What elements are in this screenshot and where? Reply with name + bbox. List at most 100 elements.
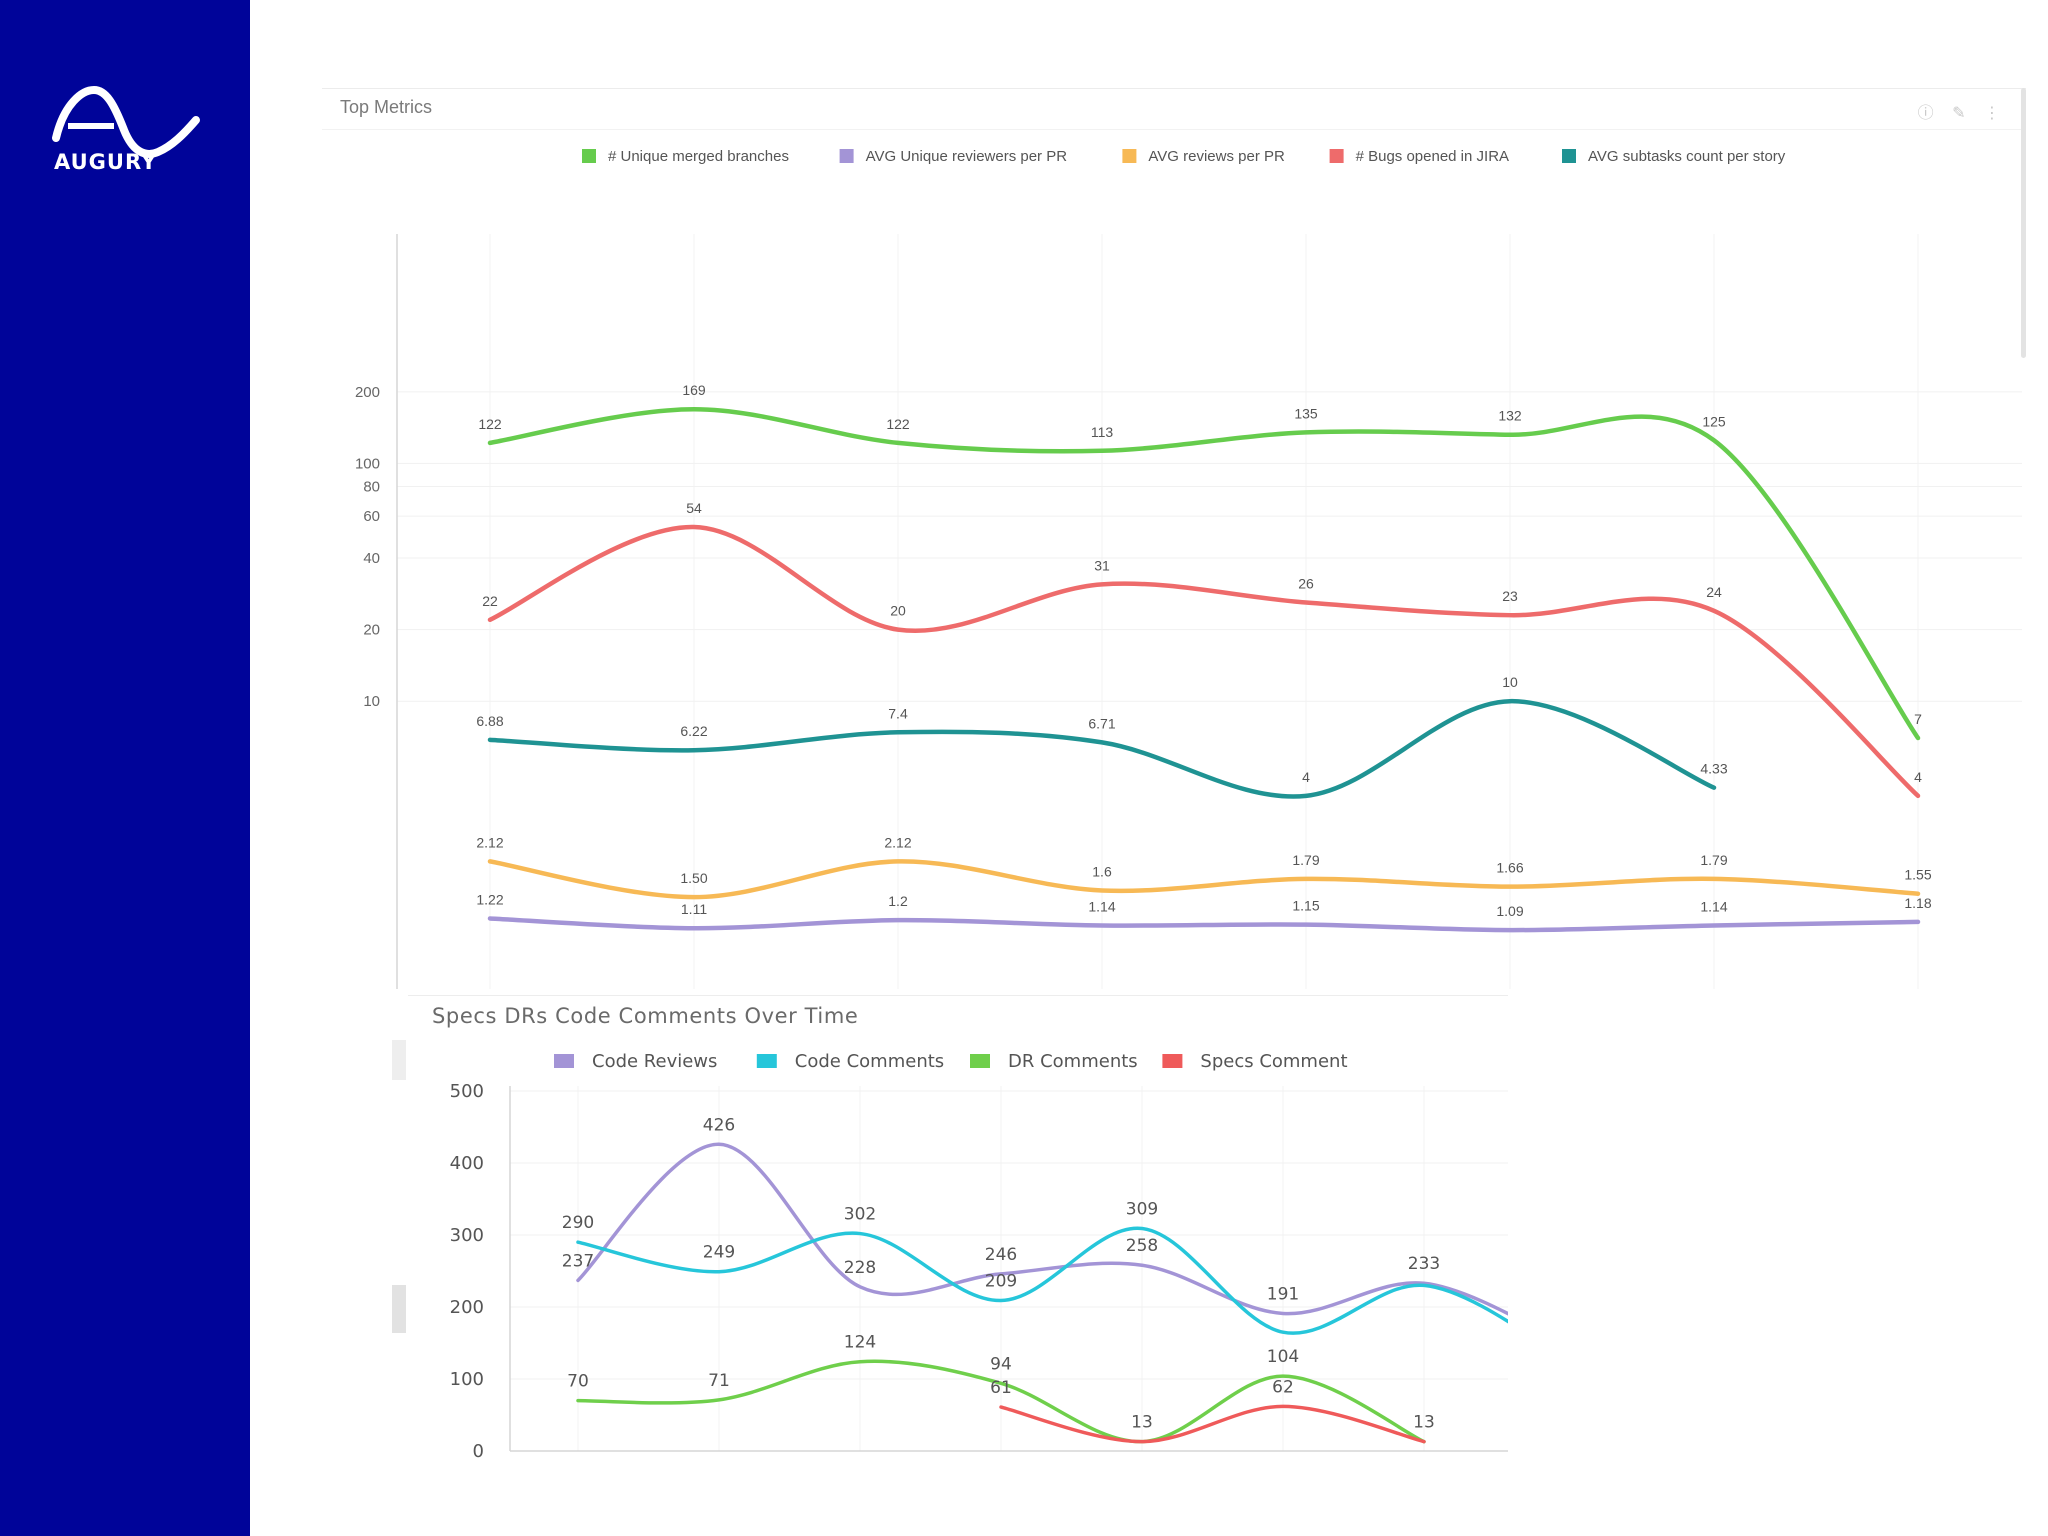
legend-label: AVG reviews per PR [1148, 148, 1285, 165]
data-label: 24 [1706, 584, 1722, 600]
data-label: 125 [1702, 413, 1726, 429]
data-label: 124 [844, 1333, 876, 1353]
y-tick-label: 200 [450, 1297, 484, 1318]
data-label: 233 [1408, 1254, 1440, 1274]
side-handle[interactable] [392, 1040, 406, 1080]
series-line [576, 1359, 1426, 1444]
data-label: 309 [1126, 1200, 1158, 1220]
data-label: 6.22 [680, 723, 707, 739]
data-label: 26 [1298, 576, 1314, 592]
data-label: 10 [1502, 674, 1518, 690]
data-label: 2.12 [476, 834, 503, 850]
legend-swatch [970, 1054, 990, 1068]
series-line [487, 916, 1921, 933]
data-label: 1.66 [1496, 860, 1523, 876]
sidebar: AUGURY [0, 0, 250, 1536]
legend-swatch [839, 149, 854, 163]
data-label: 71 [708, 1371, 730, 1391]
series-line [999, 1404, 1426, 1444]
data-label: 1.79 [1292, 852, 1319, 868]
data-label: 1.79 [1700, 852, 1727, 868]
side-handle[interactable] [392, 1285, 406, 1333]
y-tick-label: 80 [363, 478, 380, 495]
panel-toolbar: ⓘ ✎ ⋮ [1904, 99, 2000, 123]
data-label: 209 [985, 1272, 1017, 1292]
legend-swatch [1562, 149, 1576, 163]
data-label: 62 [1272, 1377, 1294, 1397]
series-line [487, 406, 1921, 741]
y-tick-label: 100 [355, 455, 380, 472]
data-label: 1.14 [1700, 898, 1727, 914]
data-label: 122 [886, 416, 910, 432]
data-label: 1.2 [888, 893, 908, 909]
legend-label: # Bugs opened in JIRA [1356, 148, 1509, 165]
legend-label: Code Reviews [592, 1051, 717, 1072]
y-tick-label: 100 [450, 1369, 484, 1390]
more-options-icon[interactable]: ⋮ [1984, 105, 2000, 122]
data-label: 426 [703, 1115, 735, 1135]
legend-label: # Unique merged branches [608, 148, 789, 165]
legend-swatch [1162, 1054, 1183, 1068]
data-label: 1.55 [1904, 867, 1931, 883]
y-tick-label: 60 [363, 508, 380, 525]
legend-label: Specs Comment [1200, 1051, 1347, 1072]
data-label: 104 [1267, 1347, 1299, 1367]
y-tick-label: 500 [450, 1081, 484, 1102]
data-label: 1.09 [1496, 903, 1523, 919]
specs-comments-chart: 500 400 300 200 100 0 Code Reviews Code Comment… [450, 1051, 1508, 1462]
chart-title: Specs DRs Code Comments Over Time [432, 1004, 859, 1028]
series-line [487, 859, 1921, 900]
data-label: 1.15 [1292, 898, 1319, 914]
data-label: 61 [990, 1378, 1012, 1398]
y-tick-label: 400 [450, 1153, 484, 1174]
data-label: 4 [1914, 769, 1922, 785]
data-label: 237 [562, 1251, 594, 1271]
legend-swatch [1122, 149, 1137, 163]
data-label: 302 [844, 1205, 876, 1225]
augury-logo-icon [52, 85, 200, 158]
y-tick-label: 0 [473, 1441, 484, 1462]
data-label: 1.50 [680, 870, 707, 886]
specs-comments-panel: Specs DRs Code Comments Over Time 500 400… [408, 995, 1508, 1476]
data-label: 135 [1294, 405, 1318, 421]
data-label: 31 [1094, 557, 1110, 573]
data-label: 169 [682, 382, 706, 398]
data-label: 22 [482, 593, 498, 609]
legend-swatch [582, 149, 596, 163]
legend-swatch [1329, 149, 1344, 163]
y-tick-label: 200 [355, 384, 380, 401]
top-metrics-chart: 200 100 80 60 40 20 10 # Unique merged branches… [355, 148, 2022, 989]
brand-name: AUGURY [54, 150, 158, 174]
data-label: 6.71 [1088, 715, 1115, 731]
series-line [487, 524, 1921, 799]
info-icon[interactable]: ⓘ [1917, 105, 1934, 122]
data-label: 20 [890, 603, 906, 619]
data-label: 6.88 [476, 713, 503, 729]
scrollbar[interactable] [2021, 88, 2026, 358]
data-label: 191 [1267, 1284, 1299, 1304]
data-label: 1.11 [681, 901, 707, 917]
data-label: 228 [844, 1258, 876, 1278]
data-label: 94 [990, 1354, 1012, 1374]
edit-icon[interactable]: ✎ [1952, 105, 1966, 122]
data-label: 1.14 [1088, 898, 1115, 914]
data-label: 13 [1413, 1413, 1435, 1433]
data-label: 258 [1126, 1236, 1158, 1256]
data-label: 54 [686, 500, 702, 516]
data-label: 122 [478, 416, 502, 432]
data-label: 132 [1498, 408, 1522, 424]
panel-header: Top Metrics ⓘ ✎ ⋮ [322, 89, 2022, 130]
data-label: 23 [1502, 588, 1518, 604]
series-line [576, 1226, 1508, 1335]
y-tick-label: 40 [363, 550, 380, 567]
data-label: 13 [1131, 1413, 1153, 1433]
data-label: 1.18 [1904, 895, 1931, 911]
data-label: 249 [703, 1243, 735, 1263]
top-metrics-panel: Top Metrics ⓘ ✎ ⋮ 200 100 80 60 40 20 10 # Uniq… [322, 88, 2026, 989]
y-tick-label: 10 [363, 693, 380, 710]
data-label: 7 [1914, 711, 1922, 727]
chart-title: Top Metrics [340, 97, 433, 117]
y-tick-label: 20 [363, 622, 380, 639]
data-label: 4.33 [1700, 761, 1727, 777]
series-line [487, 698, 1717, 799]
